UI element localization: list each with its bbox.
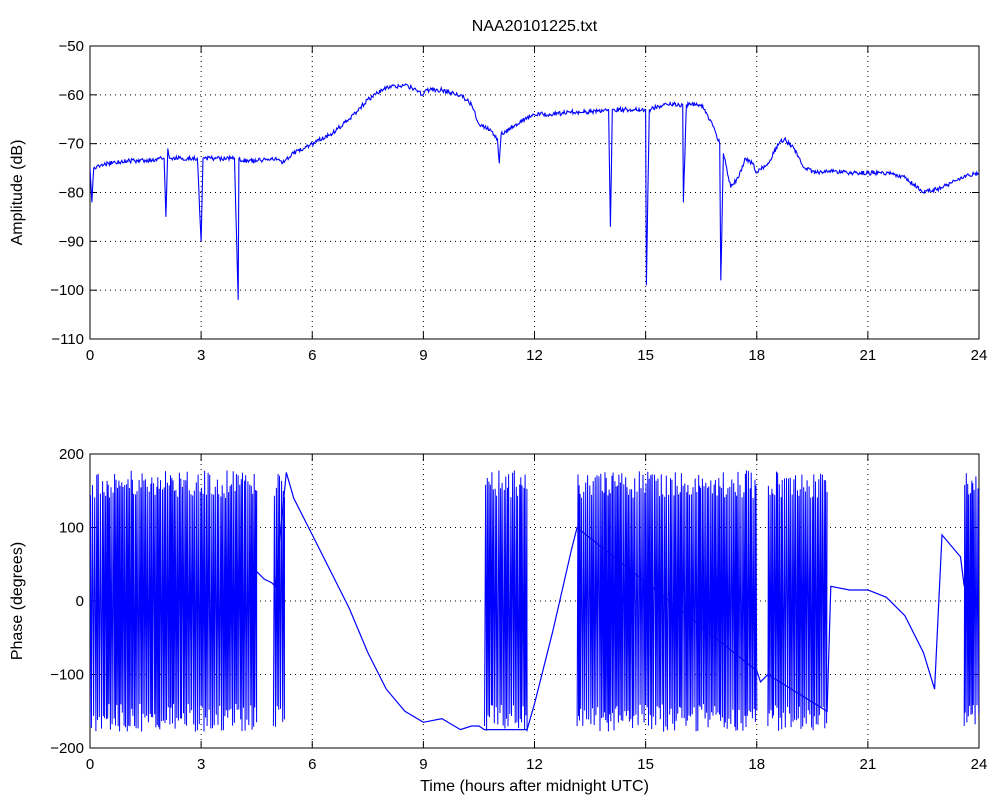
x-tick-label: 9 <box>419 347 427 364</box>
x-tick-label: 6 <box>308 347 316 364</box>
y-axis-label: Amplitude (dB) <box>9 140 26 246</box>
x-tick-label: 6 <box>308 756 316 773</box>
phase-wrap-band <box>90 470 258 732</box>
x-tick-label: 0 <box>86 756 94 773</box>
phase-wrap-band <box>767 471 828 731</box>
phase-wrap-band <box>963 473 979 727</box>
chart-title: NAA20101225.txt <box>472 18 598 35</box>
amplitude-line <box>90 83 979 300</box>
y-tick-label: −200 <box>50 740 84 757</box>
y-tick-label: −50 <box>59 38 84 55</box>
x-tick-label: 0 <box>86 347 94 364</box>
y-tick-label: −90 <box>59 233 84 250</box>
x-tick-label: 21 <box>860 756 877 773</box>
x-tick-label: 21 <box>860 347 877 364</box>
x-tick-label: 15 <box>637 347 654 364</box>
y-tick-label: 200 <box>59 446 84 463</box>
y-tick-label: −100 <box>50 282 84 299</box>
x-tick-label: 24 <box>971 347 988 364</box>
phase-panel: 0 3 6 9 12 15 18 21 24 −200 −100 0 100 200 Time (hours… <box>9 446 987 795</box>
y-tick-label: −80 <box>59 185 84 202</box>
x-tick-label: 12 <box>526 347 543 364</box>
x-tick-label: 24 <box>971 756 988 773</box>
y-tick-label: −100 <box>50 667 84 684</box>
y-tick-label: −60 <box>59 87 84 104</box>
data-series <box>90 470 979 732</box>
phase-wrap-band <box>576 470 758 732</box>
y-axis-label: Phase (degrees) <box>9 542 26 660</box>
data-series <box>90 83 979 300</box>
x-tick-label: 12 <box>526 756 543 773</box>
y-tick-label: −70 <box>59 136 84 153</box>
x-tick-label: 3 <box>197 756 205 773</box>
y-tick-label: 0 <box>76 593 84 610</box>
x-tick-label: 9 <box>419 756 427 773</box>
phase-line <box>256 472 965 731</box>
phase-wrap-band <box>272 473 285 727</box>
x-tick-label: 18 <box>748 756 765 773</box>
x-axis-label: Time (hours after midnight UTC) <box>420 778 649 795</box>
y-tick-label: −110 <box>51 331 84 348</box>
phase-wrap-band <box>484 470 528 732</box>
x-tick-label: 15 <box>637 756 654 773</box>
amplitude-panel: 0 3 6 9 12 15 18 21 24 −110 −100 −90 −80 −70 −60 −50 NAA… <box>9 18 987 364</box>
x-tick-label: 18 <box>748 347 765 364</box>
x-tick-label: 3 <box>197 347 205 364</box>
y-tick-label: 100 <box>59 520 84 537</box>
